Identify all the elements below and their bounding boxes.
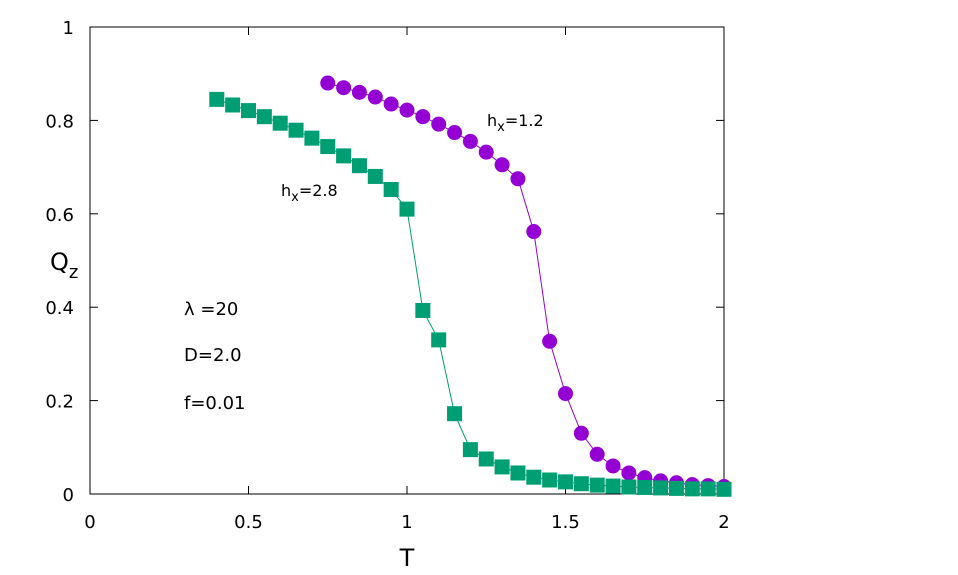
data-point-square — [637, 479, 653, 495]
data-point-square — [668, 480, 684, 496]
data-point-circle — [447, 125, 463, 141]
data-point-square — [621, 479, 637, 495]
annotation-f: f=0.01 — [184, 393, 246, 414]
data-point-square — [336, 148, 352, 164]
data-point-square — [225, 97, 241, 113]
data-point-circle — [462, 133, 478, 149]
data-point-square — [573, 476, 589, 492]
data-point-circle — [510, 171, 526, 187]
data-point-square — [399, 201, 415, 217]
axis-ticks: 0 0.5 1 1.5 2 0 0.2 0.4 0.6 0.8 1 — [45, 18, 729, 533]
data-point-square — [241, 103, 256, 119]
data-point-square — [447, 406, 463, 422]
data-point-circle — [605, 458, 621, 474]
x-tick-label: 1.5 — [551, 512, 580, 533]
data-point-circle — [415, 109, 431, 125]
data-point-square — [383, 182, 399, 198]
y-tick-label: 0.6 — [45, 205, 74, 226]
data-point-square — [320, 139, 336, 155]
data-point-square — [304, 130, 320, 146]
annotation-lambda: λ =20 — [184, 299, 238, 320]
data-point-circle — [351, 84, 367, 100]
data-point-circle — [399, 102, 415, 118]
data-point-circle — [383, 96, 399, 112]
data-point-circle — [478, 144, 494, 160]
data-point-circle — [336, 80, 352, 96]
data-point-square — [256, 109, 272, 125]
y-axis-title: Qz — [50, 248, 78, 283]
data-point-circle — [558, 386, 573, 402]
series-label-hx-2.8: hx=2.8 — [281, 181, 338, 205]
x-axis-title: T — [399, 544, 415, 572]
data-point-circle — [589, 446, 605, 462]
data-point-circle — [431, 116, 447, 132]
series-line-1 — [216, 98, 725, 490]
data-point-square — [684, 481, 700, 497]
data-point-square — [462, 442, 478, 458]
series-label-hx-1.2: hx=1.2 — [487, 111, 544, 135]
data-point-square — [700, 481, 716, 497]
data-point-square — [558, 474, 573, 490]
x-tick-label: 0.5 — [234, 512, 263, 533]
data-point-square — [209, 91, 225, 107]
data-point-circle — [573, 425, 589, 441]
data-points — [209, 75, 732, 497]
data-point-circle — [526, 224, 542, 240]
x-tick-label: 2 — [718, 512, 729, 533]
data-point-square — [510, 465, 526, 481]
y-tick-label: 0 — [63, 485, 74, 506]
data-point-square — [351, 158, 367, 174]
data-point-square — [653, 480, 669, 496]
data-point-square — [415, 302, 431, 318]
data-point-circle — [320, 75, 336, 91]
series-line-0 — [327, 82, 725, 487]
y-axis-title-subscript: z — [69, 262, 78, 283]
data-point-square — [367, 168, 383, 184]
data-point-square — [288, 122, 304, 138]
y-tick-label: 0.2 — [45, 392, 74, 413]
data-point-circle — [542, 333, 558, 349]
data-point-square — [494, 459, 510, 475]
y-tick-label: 0.4 — [45, 298, 74, 319]
x-tick-label: 0 — [84, 512, 95, 533]
annotation-d: D=2.0 — [184, 345, 242, 366]
y-tick-label: 0.8 — [45, 111, 74, 132]
data-point-square — [272, 115, 288, 131]
plot-frame — [89, 26, 725, 495]
data-point-square — [605, 478, 621, 494]
y-tick-label: 1 — [63, 18, 74, 39]
data-point-square — [542, 472, 558, 488]
data-point-circle — [621, 465, 637, 481]
data-point-circle — [367, 89, 383, 105]
data-point-square — [589, 477, 605, 493]
data-point-circle — [494, 157, 510, 173]
x-tick-label: 1 — [401, 512, 412, 533]
data-point-square — [716, 481, 732, 497]
data-point-square — [431, 332, 447, 348]
data-point-square — [526, 469, 542, 485]
data-point-square — [478, 451, 494, 467]
